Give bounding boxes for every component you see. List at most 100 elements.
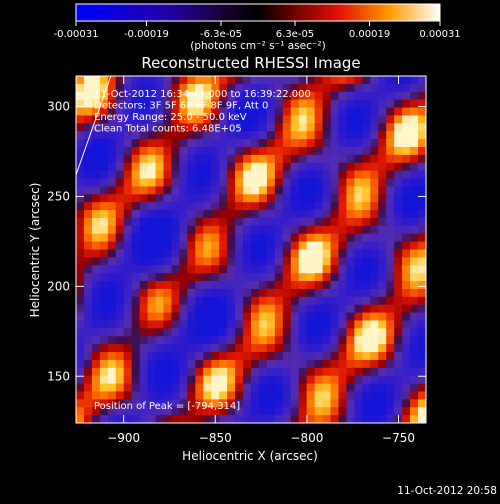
heatmap-cell	[179, 107, 188, 117]
heatmap-cell	[83, 76, 93, 85]
heatmap-cell	[131, 399, 141, 408]
heatmap-cell	[306, 170, 316, 180]
heatmap-cell	[314, 320, 324, 329]
heatmap-cell	[235, 131, 244, 140]
heatmap-cell	[139, 162, 149, 172]
heatmap-cell	[195, 265, 204, 274]
heatmap-cell	[91, 344, 101, 353]
heatmap-cell	[179, 83, 188, 93]
heatmap-cell	[211, 107, 220, 117]
heatmap-cell	[107, 304, 117, 314]
heatmap-cell	[282, 281, 292, 290]
heatmap-cell	[266, 336, 276, 345]
heatmap-cell	[322, 328, 332, 337]
heatmap-cell	[258, 186, 268, 195]
heatmap-cell	[123, 273, 133, 282]
heatmap-cell	[147, 115, 157, 124]
heatmap-cell	[378, 225, 387, 235]
heatmap-cell	[171, 304, 180, 314]
heatmap-cell	[266, 241, 276, 251]
heatmap-cell	[282, 178, 292, 188]
heatmap-cell	[219, 107, 228, 117]
heatmap-cell	[402, 225, 411, 235]
heatmap-cell	[298, 194, 308, 203]
heatmap-cell	[211, 249, 220, 258]
heatmap-cell	[115, 407, 125, 416]
heatmap-cell	[187, 367, 196, 377]
heatmap-cell	[330, 202, 340, 211]
heatmap-cell	[251, 91, 260, 101]
heatmap-cell	[227, 296, 236, 306]
heatmap-cell	[76, 99, 85, 109]
heatmap-cell	[123, 139, 133, 148]
heatmap-cell	[139, 359, 149, 369]
heatmap-cell	[370, 281, 379, 290]
heatmap-cell	[91, 415, 101, 423]
heatmap-cell	[402, 265, 411, 274]
heatmap-cell	[306, 76, 316, 85]
heatmap-cell	[282, 344, 292, 353]
heatmap-cell	[251, 352, 260, 361]
observation-info: 11-Oct-2012 16:34:44.000 to 16:39:22.000…	[94, 89, 311, 135]
heatmap-cell	[235, 344, 244, 353]
heatmap-cell	[131, 359, 141, 369]
x-tick-label: −850	[199, 431, 232, 445]
heatmap-cell	[243, 76, 252, 85]
heatmap-cell	[354, 241, 363, 251]
heatmap-cell	[266, 375, 276, 385]
heatmap-cell	[203, 170, 212, 180]
heatmap-cell	[107, 83, 117, 93]
heatmap-cell	[171, 217, 180, 227]
heatmap-cell	[219, 296, 228, 306]
heatmap-cell	[179, 367, 188, 377]
heatmap-cell	[115, 265, 125, 274]
heatmap-cell	[258, 76, 268, 85]
heatmap-cell	[290, 352, 300, 361]
heatmap-cell	[227, 391, 236, 400]
heatmap-cell	[139, 91, 149, 101]
heatmap-cell	[258, 336, 268, 345]
heatmap-cell	[131, 99, 141, 109]
heatmap-cell	[402, 210, 411, 219]
heatmap-cell	[306, 320, 316, 329]
heatmap-cell	[418, 202, 426, 211]
heatmap-cell	[394, 273, 403, 282]
heatmap-cell	[330, 194, 340, 203]
heatmap-cell	[179, 146, 188, 156]
heatmap-cell	[410, 154, 419, 164]
heatmap-cell	[171, 139, 180, 148]
heatmap-cell	[282, 162, 292, 172]
heatmap-cell	[179, 91, 188, 101]
heatmap-cell	[330, 288, 340, 298]
heatmap-cell	[330, 210, 340, 219]
heatmap-cell	[314, 367, 324, 377]
heatmap-cell	[418, 407, 426, 416]
heatmap-cell	[155, 115, 165, 124]
heatmap-cell	[394, 304, 403, 314]
heatmap-cell	[298, 273, 308, 282]
heatmap-cell	[235, 162, 244, 172]
heatmap-cell	[179, 375, 188, 385]
heatmap-cell	[115, 146, 125, 156]
heatmap-cell	[147, 194, 157, 203]
heatmap-cell	[418, 186, 426, 195]
heatmap-cell	[179, 162, 188, 172]
heatmap-cell	[76, 328, 85, 337]
heatmap-cell	[115, 296, 125, 306]
heatmap-cell	[211, 328, 220, 337]
heatmap-cell	[171, 241, 180, 251]
heatmap-cell	[362, 367, 371, 377]
heatmap-cell	[155, 139, 165, 148]
heatmap-cell	[115, 170, 125, 180]
heatmap-cell	[394, 375, 403, 385]
heatmap-cell	[187, 178, 196, 188]
heatmap-cell	[402, 336, 411, 345]
heatmap-cell	[290, 146, 300, 156]
heatmap-cell	[171, 194, 180, 203]
heatmap-cell	[258, 399, 268, 408]
heatmap-cell	[266, 273, 276, 282]
heatmap-cell	[107, 241, 117, 251]
heatmap-cell	[378, 115, 387, 124]
heatmap-cell	[266, 249, 276, 258]
heatmap-cell	[410, 162, 419, 172]
